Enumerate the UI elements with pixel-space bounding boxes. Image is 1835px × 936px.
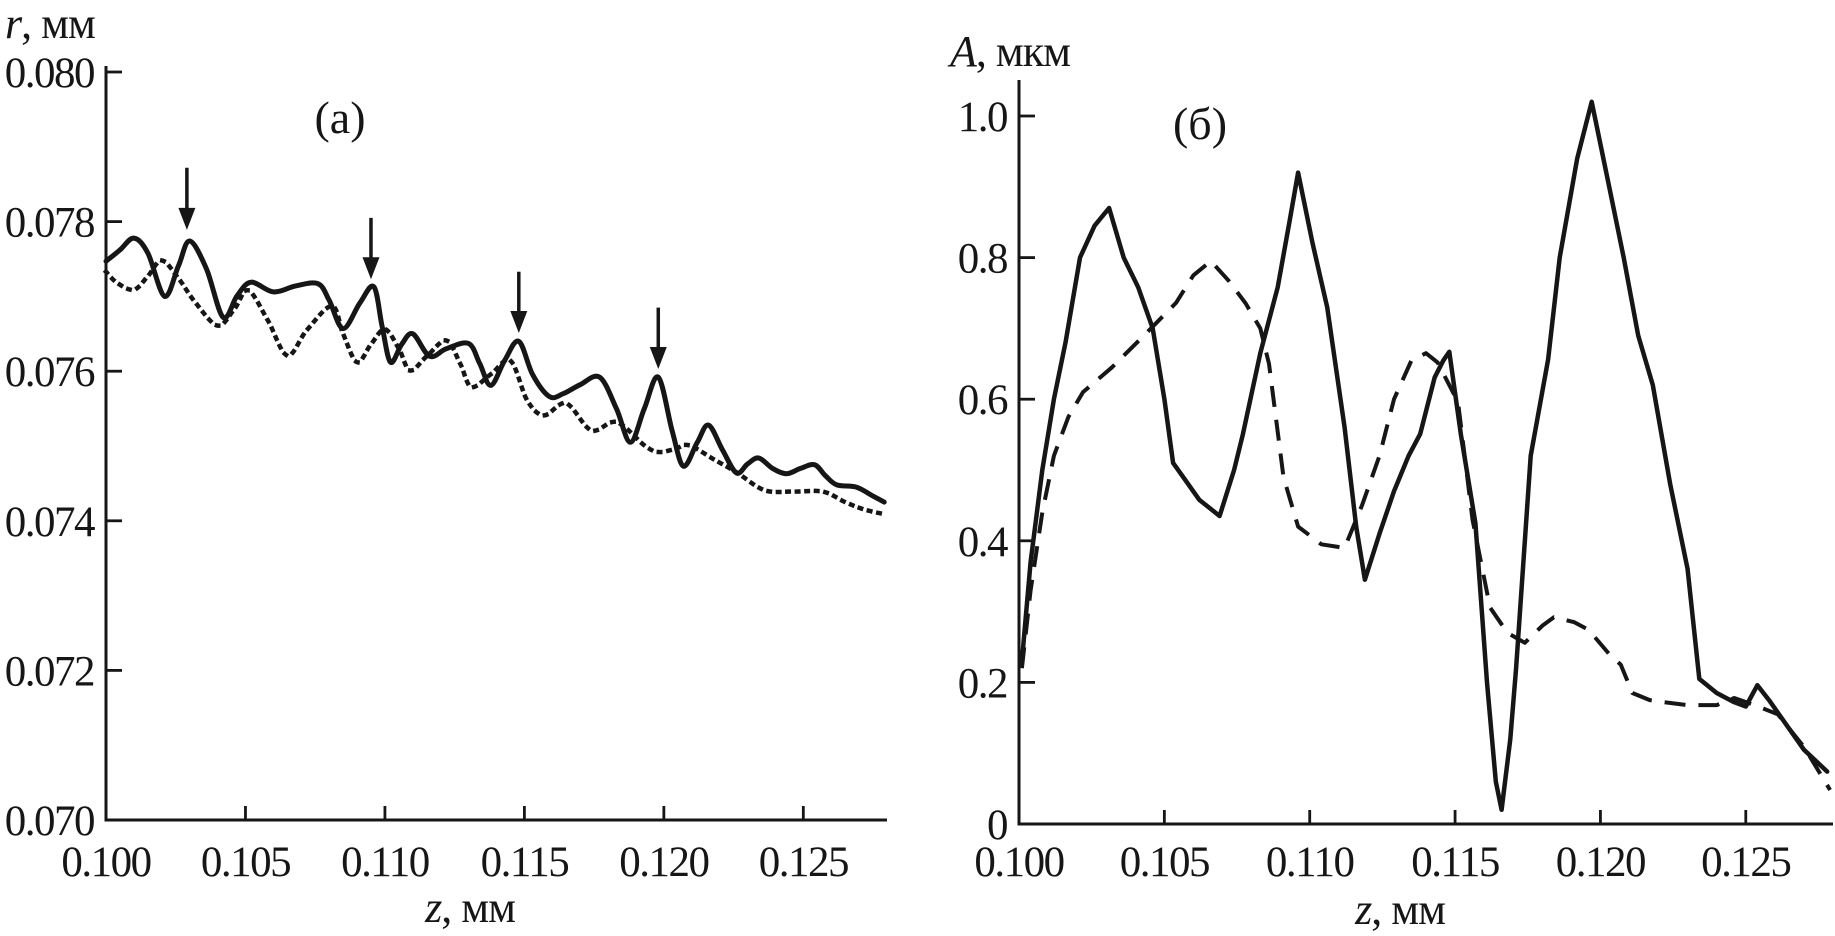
- panel-b-label: (б): [1173, 98, 1227, 149]
- y-tick-label: 0.070: [5, 798, 94, 845]
- y-tick-label: 0.8: [958, 236, 1007, 283]
- y-tick-label: 0.4: [958, 519, 1008, 566]
- x-tick-label: 0.105: [1120, 839, 1209, 886]
- x-tick-label: 0.125: [759, 839, 848, 886]
- x-tick-label: 0.110: [341, 839, 429, 886]
- x-tick-label: 0.105: [201, 839, 290, 886]
- y-tick-label: 0.074: [5, 499, 95, 546]
- y-tick-label: 0.2: [958, 660, 1007, 707]
- x-tick-label: 0.100: [974, 839, 1063, 886]
- x-tick-label: 0.110: [1266, 839, 1354, 886]
- peak-arrow: [510, 271, 528, 334]
- y-tick-label: 0.078: [5, 200, 94, 247]
- peak-arrow-head: [362, 257, 380, 280]
- x-tick-label: 0.120: [619, 839, 708, 886]
- y-tick-label: 1.0: [958, 94, 1007, 141]
- y-tick-label: 0.076: [5, 349, 95, 396]
- peak-arrow-head: [510, 311, 528, 334]
- x-tick-label: 0.125: [1701, 839, 1790, 886]
- peak-arrow-head: [178, 207, 196, 230]
- peak-arrow: [649, 307, 667, 369]
- x-tick-label: 0.115: [481, 839, 569, 886]
- x-tick-label: 0.120: [1556, 839, 1645, 886]
- y-tick-label: 0.6: [958, 377, 1008, 424]
- peak-arrow: [178, 167, 196, 230]
- panel-b-y-axis-title: A, мкм: [947, 27, 1070, 76]
- panel-a-y-axis-title: r, мм: [5, 0, 95, 48]
- panel-a-label: (а): [314, 92, 365, 143]
- x-tick-label: 0.115: [1411, 839, 1499, 886]
- y-tick-label: 0.072: [5, 648, 94, 695]
- panel-b: 1.0 0.8 0.6 0.4 0.2 00.100 0.105 0.110 0.115 0.12…: [947, 27, 1833, 934]
- x-tick-label: 0.100: [61, 839, 150, 886]
- y-tick-label: 0.080: [5, 50, 94, 97]
- peak-arrow-head: [649, 346, 667, 369]
- y-tick-label: 0: [987, 802, 1007, 849]
- panel-a-x-axis-title: z, мм: [424, 883, 515, 932]
- panel-b-x-axis-title: z, мм: [1354, 885, 1445, 934]
- peak-arrow: [362, 217, 380, 280]
- a-dotted-curve: [102, 258, 890, 518]
- b-dashed-curve: [1019, 259, 1832, 792]
